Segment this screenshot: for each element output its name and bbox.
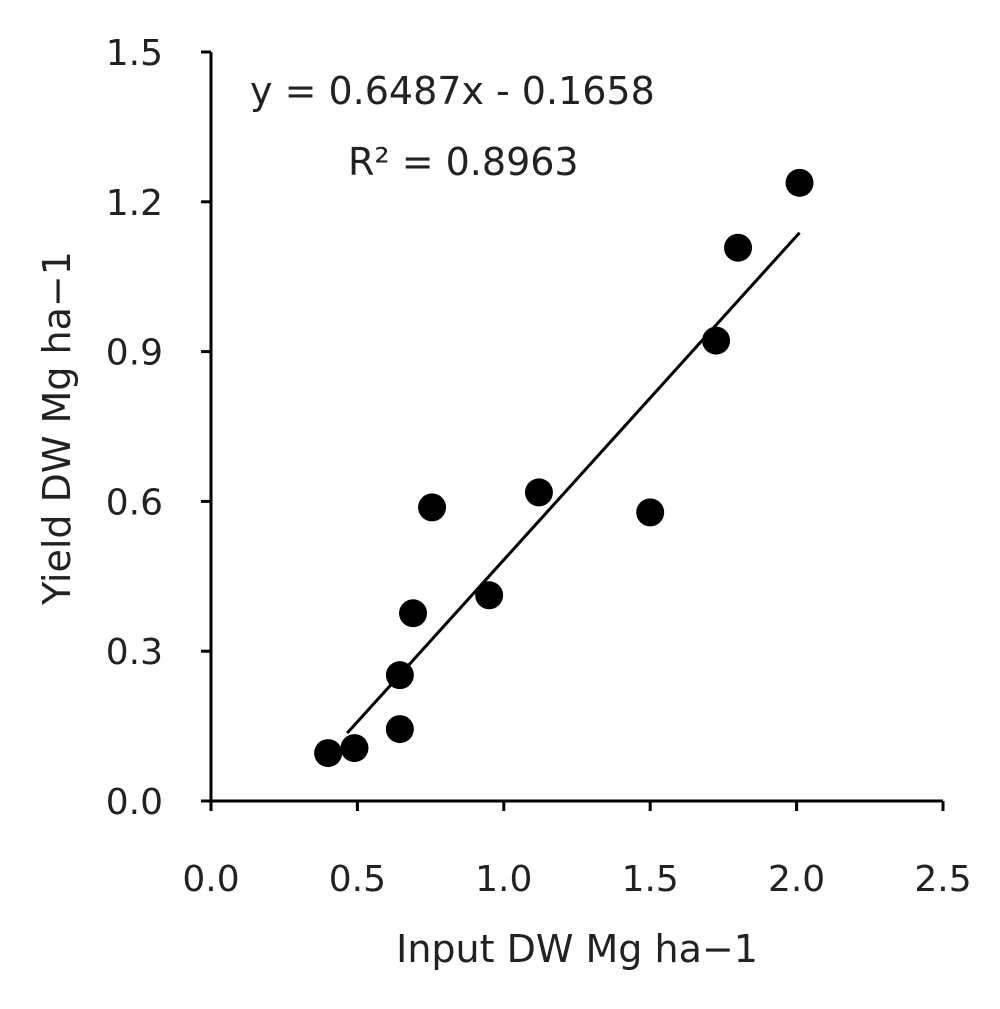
data-point	[418, 493, 447, 522]
data-points	[314, 168, 814, 768]
data-point	[399, 599, 428, 628]
data-point	[475, 581, 504, 610]
x-tick-label: 2.5	[914, 859, 971, 900]
x-tick-label: 0.5	[329, 859, 386, 900]
data-point	[636, 498, 665, 527]
data-point	[724, 233, 753, 262]
y-axis-title: Yield DW Mg ha−1	[35, 251, 79, 606]
x-axis-title: Input DW Mg ha−1	[396, 927, 758, 971]
x-tick-label: 1.5	[622, 859, 679, 900]
data-point	[314, 739, 343, 768]
trendline	[346, 231, 801, 735]
y-tick-label: 1.2	[106, 183, 163, 224]
r-squared-label: R² = 0.8963	[348, 140, 579, 184]
data-point	[702, 326, 731, 355]
data-point	[785, 168, 814, 197]
y-tick-label: 0.0	[106, 782, 163, 823]
y-tick-label: 0.9	[106, 333, 163, 374]
data-point	[385, 661, 414, 690]
y-tick-label: 0.6	[106, 482, 163, 523]
x-tick-label: 1.0	[475, 859, 532, 900]
axes: 0.0 0.5 1.0 1.5 2.0 2.5 0.0 0.3 0.6 0.9 1.2 1.5	[106, 33, 972, 900]
trendline-equation: y = 0.6487x - 0.1658	[250, 69, 655, 113]
y-tick-label: 0.3	[106, 632, 163, 673]
y-tick-label: 1.5	[106, 33, 163, 74]
data-point	[385, 715, 414, 744]
data-point	[340, 734, 369, 763]
x-tick-label: 0.0	[182, 859, 239, 900]
data-point	[524, 478, 553, 507]
x-tick-label: 2.0	[768, 859, 825, 900]
